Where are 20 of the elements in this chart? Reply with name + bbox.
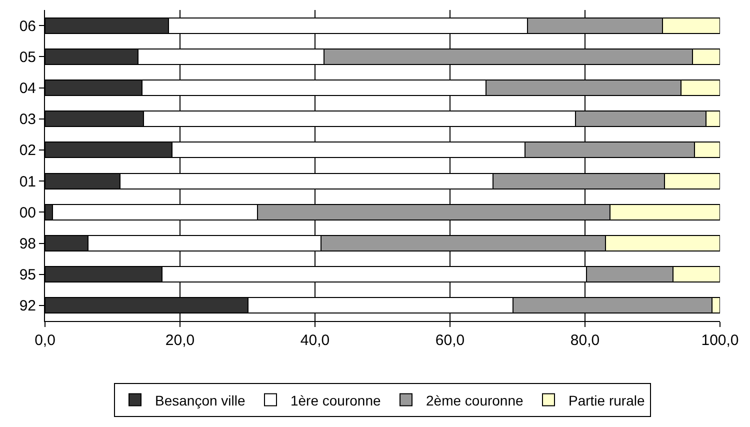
x-tick-label: 60,0 xyxy=(435,332,465,349)
y-tick-label: 02 xyxy=(19,142,36,160)
y-tick-label: 92 xyxy=(19,298,36,315)
x-tick-label: 20,0 xyxy=(165,332,195,349)
x-tick-label: 40,0 xyxy=(300,332,330,349)
x-tick-label: 0,0 xyxy=(34,332,56,349)
y-tick-label: 04 xyxy=(19,80,36,97)
legend-label: 2ème couronne xyxy=(426,392,524,408)
legend-label: Besançon ville xyxy=(155,392,246,408)
y-tick-label: 05 xyxy=(19,48,36,66)
y-tick-label: 01 xyxy=(19,173,36,190)
y-tick-label: 95 xyxy=(19,266,36,284)
legend-label: 1ère couronne xyxy=(290,392,381,408)
y-tick-label: 00 xyxy=(19,204,36,222)
y-tick-label: 98 xyxy=(19,236,36,252)
x-tick-label: 80,0 xyxy=(570,332,600,349)
legend-label: Partie rurale xyxy=(568,392,645,408)
y-tick-label: 06 xyxy=(19,18,36,35)
x-tick-label: 100,0 xyxy=(701,332,739,349)
y-tick-label: 03 xyxy=(19,111,36,128)
